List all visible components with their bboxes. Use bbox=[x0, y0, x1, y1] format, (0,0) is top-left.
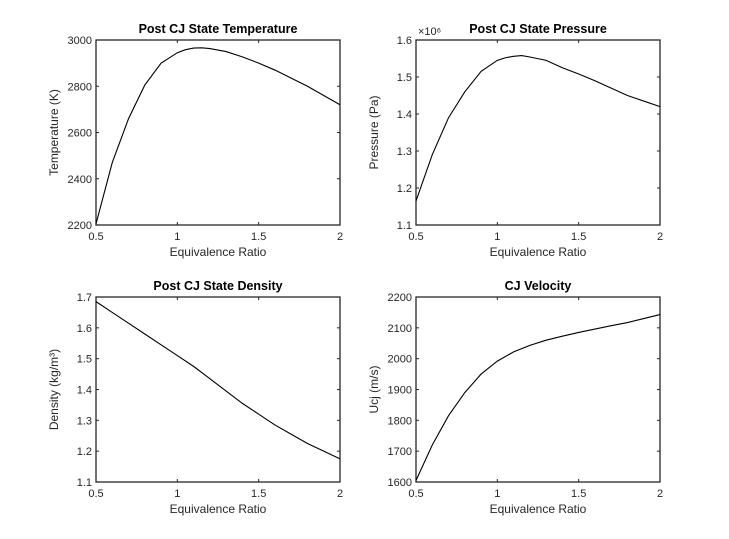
temperature-ytick-label: 2400 bbox=[68, 174, 92, 186]
velocity-xtick-label: 1.5 bbox=[571, 488, 586, 500]
panel-pressure: 0.5 1 1.5 2 1.1 1.2 1.3 1.4 1.5 1.6 ×10⁶ Post CJ St… bbox=[367, 22, 663, 259]
pressure-title: Post CJ State Pressure bbox=[469, 22, 607, 36]
density-ytick-label: 1.3 bbox=[77, 415, 92, 427]
pressure-ytick-label: 1.2 bbox=[397, 183, 412, 195]
density-xtick-label: 2 bbox=[337, 488, 343, 500]
pressure-ylabel: Pressure (Pa) bbox=[367, 95, 381, 169]
velocity-ytick-label: 1900 bbox=[388, 385, 412, 397]
temperature-xtick-label: 0.5 bbox=[88, 231, 103, 243]
temperature-ytick-label: 3000 bbox=[68, 35, 92, 47]
pressure-xtick-label: 1 bbox=[494, 231, 500, 243]
temperature-ylabel: Temperature (K) bbox=[47, 89, 61, 176]
pressure-ytick-label: 1.6 bbox=[397, 35, 412, 47]
density-ytick-label: 1.2 bbox=[77, 446, 92, 458]
temperature-ytick-label: 2800 bbox=[68, 81, 92, 93]
velocity-ytick-label: 1700 bbox=[388, 446, 412, 458]
temperature-xlabel: Equivalence Ratio bbox=[170, 245, 267, 259]
temperature-ytick-label: 2600 bbox=[68, 128, 92, 140]
pressure-xtick-label: 0.5 bbox=[408, 231, 423, 243]
pressure-ytick-label: 1.3 bbox=[397, 146, 412, 158]
velocity-ytick-label: 2100 bbox=[388, 323, 412, 335]
velocity-xtick-label: 1 bbox=[494, 488, 500, 500]
density-axes-frame bbox=[95, 296, 341, 483]
density-ytick-label: 1.1 bbox=[77, 477, 92, 489]
pressure-exponent-label: ×10⁶ bbox=[418, 26, 441, 38]
pressure-xtick-label: 2 bbox=[657, 231, 663, 243]
density-xtick-label: 1.5 bbox=[251, 488, 266, 500]
pressure-ytick-label: 1.1 bbox=[397, 220, 412, 232]
density-xtick-label: 0.5 bbox=[88, 488, 103, 500]
pressure-ytick-label: 1.5 bbox=[397, 72, 412, 84]
temperature-xtick-label: 1.5 bbox=[251, 231, 266, 243]
density-ytick-label: 1.5 bbox=[77, 354, 92, 366]
velocity-series-line bbox=[415, 314, 661, 481]
velocity-xtick-label: 2 bbox=[657, 488, 663, 500]
panel-velocity: 0.5 1 1.5 2 1600 1700 1800 1900 2000 2100 2200 CJ V… bbox=[367, 279, 663, 516]
velocity-ytick-label: 2000 bbox=[388, 354, 412, 366]
panel-density: 0.5 1 1.5 2 1.1 1.2 1.3 1.4 1.5 1.6 1.7 Post CJ Sta… bbox=[47, 279, 343, 516]
density-title: Post CJ State Density bbox=[153, 279, 282, 293]
velocity-title: CJ Velocity bbox=[505, 279, 572, 293]
velocity-ytick-label: 1800 bbox=[388, 415, 412, 427]
velocity-ylabel: Ucj (m/s) bbox=[367, 366, 381, 414]
temperature-ytick-label: 2200 bbox=[68, 220, 92, 232]
density-series-line bbox=[95, 301, 341, 460]
velocity-xtick-label: 0.5 bbox=[408, 488, 423, 500]
temperature-axes-frame bbox=[95, 39, 341, 226]
velocity-ytick-label: 1600 bbox=[388, 477, 412, 489]
density-ytick-label: 1.4 bbox=[77, 385, 92, 397]
temperature-title: Post CJ State Temperature bbox=[139, 22, 298, 36]
pressure-xlabel: Equivalence Ratio bbox=[490, 245, 587, 259]
density-ytick-label: 1.7 bbox=[77, 292, 92, 304]
velocity-ytick-label: 2200 bbox=[388, 292, 412, 304]
velocity-axes-frame bbox=[415, 296, 661, 483]
temperature-series-line bbox=[95, 47, 341, 224]
density-xtick-label: 1 bbox=[174, 488, 180, 500]
pressure-ytick-label: 1.4 bbox=[397, 109, 412, 121]
density-ylabel: Density (kg/m³) bbox=[47, 349, 61, 430]
pressure-xtick-label: 1.5 bbox=[571, 231, 586, 243]
pressure-axes-frame bbox=[415, 39, 661, 226]
velocity-xlabel: Equivalence Ratio bbox=[490, 502, 587, 516]
density-xlabel: Equivalence Ratio bbox=[170, 502, 267, 516]
temperature-xtick-label: 1 bbox=[174, 231, 180, 243]
temperature-xtick-label: 2 bbox=[337, 231, 343, 243]
pressure-series-line bbox=[415, 54, 661, 202]
panel-temperature: 0.5 1 1.5 2 2200 2400 2600 2800 3000 Post CJ Stat… bbox=[47, 22, 343, 259]
density-ytick-label: 1.6 bbox=[77, 323, 92, 335]
